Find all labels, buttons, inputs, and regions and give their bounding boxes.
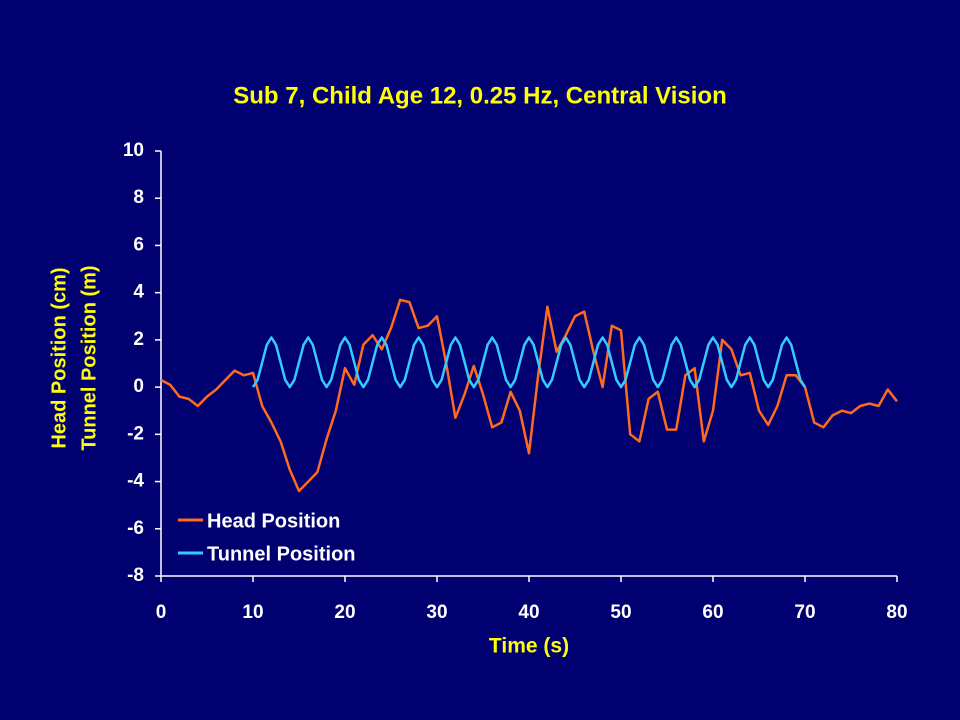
x-tick-label: 10 [242, 602, 263, 623]
x-tick-label: 50 [610, 602, 631, 623]
x-tick-label: 20 [334, 602, 355, 623]
x-tick-label: 80 [886, 602, 907, 623]
y-tick-label: -4 [127, 471, 144, 492]
y-tick-label: 6 [133, 234, 144, 255]
legend-label: Tunnel Position [207, 543, 356, 565]
series-line [251, 336, 807, 389]
y-tick-label: 10 [123, 140, 144, 161]
x-tick-label: 30 [426, 602, 447, 623]
y-tick-label: 4 [133, 282, 144, 303]
y-axis-label: Head Position (cm) [48, 267, 70, 448]
series-line [160, 298, 898, 493]
legend-label: Head Position [207, 510, 340, 532]
y-tick-label: -2 [127, 423, 144, 444]
y-tick-label: -6 [127, 518, 144, 539]
y-tick-label: 2 [133, 329, 144, 350]
x-tick-label: 0 [156, 602, 167, 623]
x-tick-label: 60 [702, 602, 723, 623]
y-tick-label: 0 [133, 376, 144, 397]
y-axis-label: Tunnel Position (m) [78, 265, 100, 450]
chart-title: Sub 7, Child Age 12, 0.25 Hz, Central Vi… [233, 82, 726, 109]
x-tick-label: 70 [794, 602, 815, 623]
x-tick-label: 40 [518, 602, 539, 623]
x-axis-label: Time (s) [489, 635, 569, 658]
y-tick-label: 8 [133, 187, 144, 208]
y-tick-label: -8 [127, 565, 144, 586]
